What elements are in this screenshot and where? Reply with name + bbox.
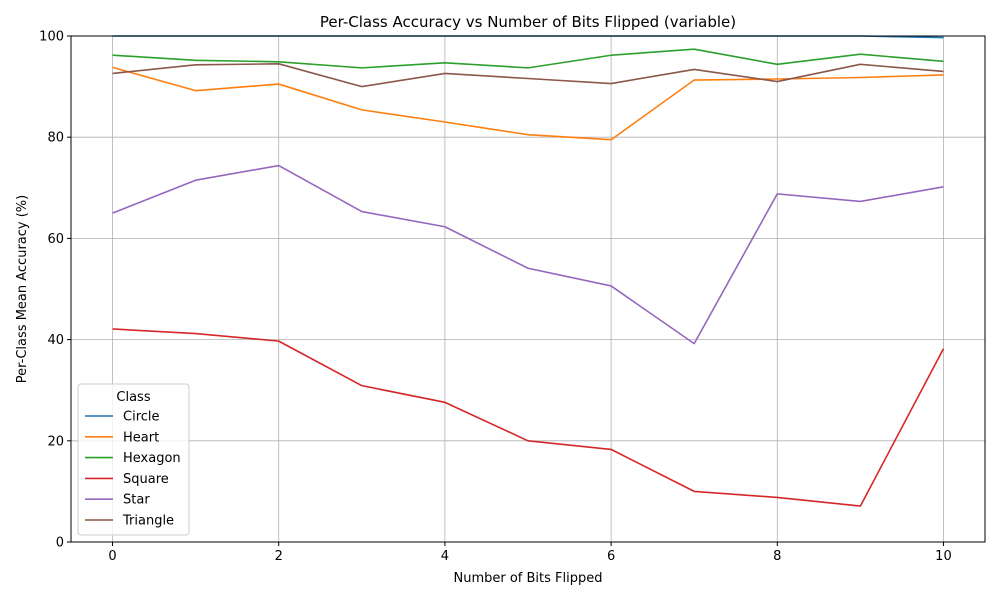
legend-entry-triangle: Triangle: [122, 514, 174, 529]
series-line-hexagon: [112, 48, 944, 69]
y-axis-ticks: 0 20 40 60 80 100: [39, 30, 71, 551]
legend-entry-circle: Circle: [123, 410, 160, 425]
legend-entry-square: Square: [123, 472, 169, 487]
series-line-square: [112, 328, 945, 507]
grid: [71, 35, 985, 543]
x-axis-ticks: 0 2 4 6 8 10: [108, 542, 952, 564]
y-tick-label: 0: [56, 536, 64, 551]
x-tick-label: 0: [108, 549, 116, 564]
chart-title: Per-Class Accuracy vs Number of Bits Fli…: [320, 13, 736, 31]
series-line-heart: [112, 66, 944, 141]
x-tick-label: 4: [441, 549, 449, 564]
legend-title: Class: [116, 390, 150, 405]
x-axis-label: Number of Bits Flipped: [453, 571, 602, 586]
y-tick-label: 100: [39, 30, 64, 45]
x-tick-label: 6: [607, 549, 615, 564]
series-lines: [112, 35, 945, 507]
series-line-triangle: [112, 63, 944, 88]
y-tick-label: 20: [47, 434, 64, 449]
y-tick-label: 80: [47, 131, 64, 146]
legend-entry-hexagon: Hexagon: [123, 451, 181, 466]
legend: Class Circle Heart Hexagon Square Star Triangl…: [77, 383, 190, 536]
y-axis-label: Per-Class Mean Accuracy (%): [15, 195, 30, 383]
y-tick-label: 60: [47, 232, 64, 247]
legend-box: [77, 383, 190, 536]
legend-entry-heart: Heart: [123, 430, 159, 445]
legend-entry-star: Star: [123, 493, 150, 508]
y-tick-label: 40: [47, 333, 64, 348]
series-line-star: [112, 164, 944, 345]
plot-frame: [70, 35, 986, 543]
x-tick-label: 8: [773, 549, 781, 564]
x-tick-label: 2: [275, 549, 283, 564]
x-tick-label: 10: [935, 549, 952, 564]
